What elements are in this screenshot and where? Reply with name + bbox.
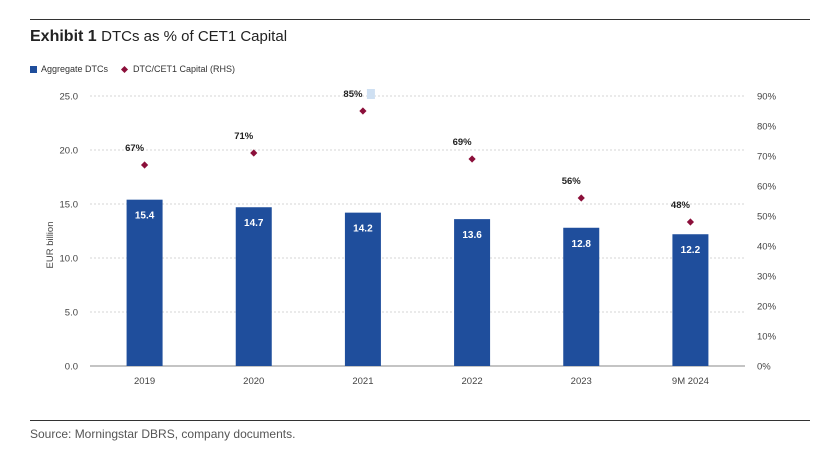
marker-value-label: 67% [125,143,145,154]
legend-item-bars: Aggregate DTCs [30,64,108,74]
legend-label-markers: DTC/CET1 Capital (RHS) [133,64,236,74]
left-tick-label: 25.0 [60,92,79,103]
marker-value-label: 56% [562,176,582,187]
bar [235,207,272,366]
marker [577,194,585,202]
top-rule [30,19,810,20]
label-highlight [366,89,375,99]
x-tick-label: 2020 [243,376,264,387]
marker [686,218,695,226]
x-tick-label: 2022 [462,376,483,387]
bar [672,234,709,366]
marker [359,107,367,115]
marker-value-label: 85% [343,89,363,100]
marker [468,155,476,163]
right-tick-label: 20% [757,302,777,313]
left-tick-label: 20.0 [60,146,79,157]
bar [344,212,381,366]
bar [126,199,163,366]
bar-value-label: 14.2 [353,224,373,235]
bottom-rule [30,420,810,421]
right-tick-label: 90% [757,92,777,103]
marker-value-label: 69% [453,137,473,148]
bar [563,227,600,366]
legend: Aggregate DTCs DTC/CET1 Capital (RHS) [30,64,247,74]
bar [454,219,491,366]
bar-value-label: 12.2 [681,245,701,256]
chart-title: Exhibit 1 DTCs as % of CET1 Capital [30,28,287,46]
right-tick-label: 60% [757,182,777,193]
legend-label-bars: Aggregate DTCs [41,64,109,74]
bar-value-label: 15.4 [135,211,155,222]
exhibit-label: Exhibit 1 [30,28,97,45]
right-tick-label: 40% [757,242,777,253]
right-tick-label: 10% [757,332,777,343]
x-tick-label: 2019 [134,376,155,387]
x-tick-label: 9M 2024 [672,376,709,387]
left-tick-label: 0.0 [65,362,78,373]
right-tick-label: 30% [757,272,777,283]
marker-value-label: 48% [671,200,691,211]
right-tick-label: 80% [757,122,777,133]
left-tick-label: 5.0 [65,308,78,319]
marker [140,161,149,169]
y-axis-title: EUR billion [45,222,56,269]
x-tick-label: 2023 [571,376,592,387]
right-tick-label: 50% [757,212,777,223]
legend-bar-swatch [30,65,37,73]
x-tick-label: 2021 [352,376,373,387]
bar-value-label: 12.8 [572,239,592,250]
left-tick-label: 10.0 [60,254,79,265]
right-tick-label: 0% [757,362,771,373]
marker-value-label: 71% [234,131,254,142]
title-text: DTCs as % of CET1 Capital [101,28,288,45]
legend-item-markers: DTC/CET1 Capital (RHS) [120,64,235,74]
bar-value-label: 14.7 [244,218,264,229]
right-tick-label: 70% [757,152,777,163]
marker [250,149,258,157]
bar-value-label: 13.6 [462,230,482,241]
left-tick-label: 15.0 [60,200,79,211]
source-note: Source: Morningstar DBRS, company docume… [30,427,296,441]
